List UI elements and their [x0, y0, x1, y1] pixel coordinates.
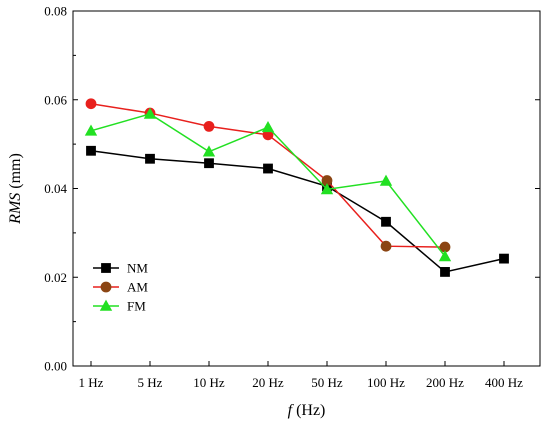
legend-label: AM [127, 280, 148, 295]
data-point-fm [84, 124, 98, 136]
data-point-am [203, 120, 215, 132]
series-fm [84, 107, 452, 262]
y-tick-label: 0.08 [44, 4, 67, 19]
y-tick-label: 0.00 [44, 359, 67, 374]
legend-marker [99, 299, 113, 311]
legend-label: FM [127, 299, 146, 314]
legend: NM AM FM [93, 261, 148, 314]
x-tick-label: 1 Hz [79, 375, 104, 390]
x-tick-label: 10 Hz [193, 375, 225, 390]
legend-marker [101, 263, 111, 273]
legend-item-fm: FM [93, 299, 146, 314]
legend-item-nm: NM [93, 261, 148, 276]
data-point-am [380, 240, 392, 252]
data-point-nm [204, 158, 214, 169]
data-point-nm [145, 153, 155, 164]
x-tick-label: 100 Hz [367, 375, 405, 390]
x-tick-label: 400 Hz [485, 375, 523, 390]
data-point-fm [261, 120, 275, 133]
data-point-nm [263, 163, 273, 174]
data-point-nm [381, 216, 391, 227]
x-tick-label: 5 Hz [138, 375, 163, 390]
y-axis-title: RMS (mm) [7, 153, 24, 225]
x-axis-title-italic: f [288, 402, 295, 419]
data-point-nm [86, 145, 96, 156]
data-point-fm [379, 174, 393, 186]
data-point-am [85, 98, 97, 110]
x-axis-title: f (Hz) [288, 402, 326, 419]
x-tick-label: 200 Hz [426, 375, 464, 390]
data-point-fm [202, 145, 216, 157]
series-layer [84, 98, 509, 277]
legend-item-am: AM [93, 280, 148, 295]
y-tick-label: 0.04 [44, 181, 67, 196]
x-axis-title-unit: (Hz) [292, 402, 325, 419]
x-tick-label: 50 Hz [311, 375, 343, 390]
legend-label: NM [127, 261, 148, 276]
data-point-nm [499, 253, 509, 264]
y-tick-label: 0.02 [44, 270, 67, 285]
x-tick-label: 20 Hz [252, 375, 284, 390]
data-point-fm [143, 107, 157, 119]
y-tick-label: 0.06 [44, 92, 67, 107]
data-point-nm [440, 267, 450, 277]
y-axis-title-italic: RMS [7, 193, 24, 225]
series-line-nm [90, 150, 505, 273]
y-axis-title-unit: (mm) [7, 153, 24, 193]
data-point-fm [320, 183, 334, 195]
data-point-fm [438, 250, 452, 262]
axis-ticks: 0.00 0.02 0.04 0.06 0.08 1 Hz 5 Hz 10 Hz 20 Hz 50… [44, 4, 540, 390]
legend-marker [100, 281, 112, 293]
